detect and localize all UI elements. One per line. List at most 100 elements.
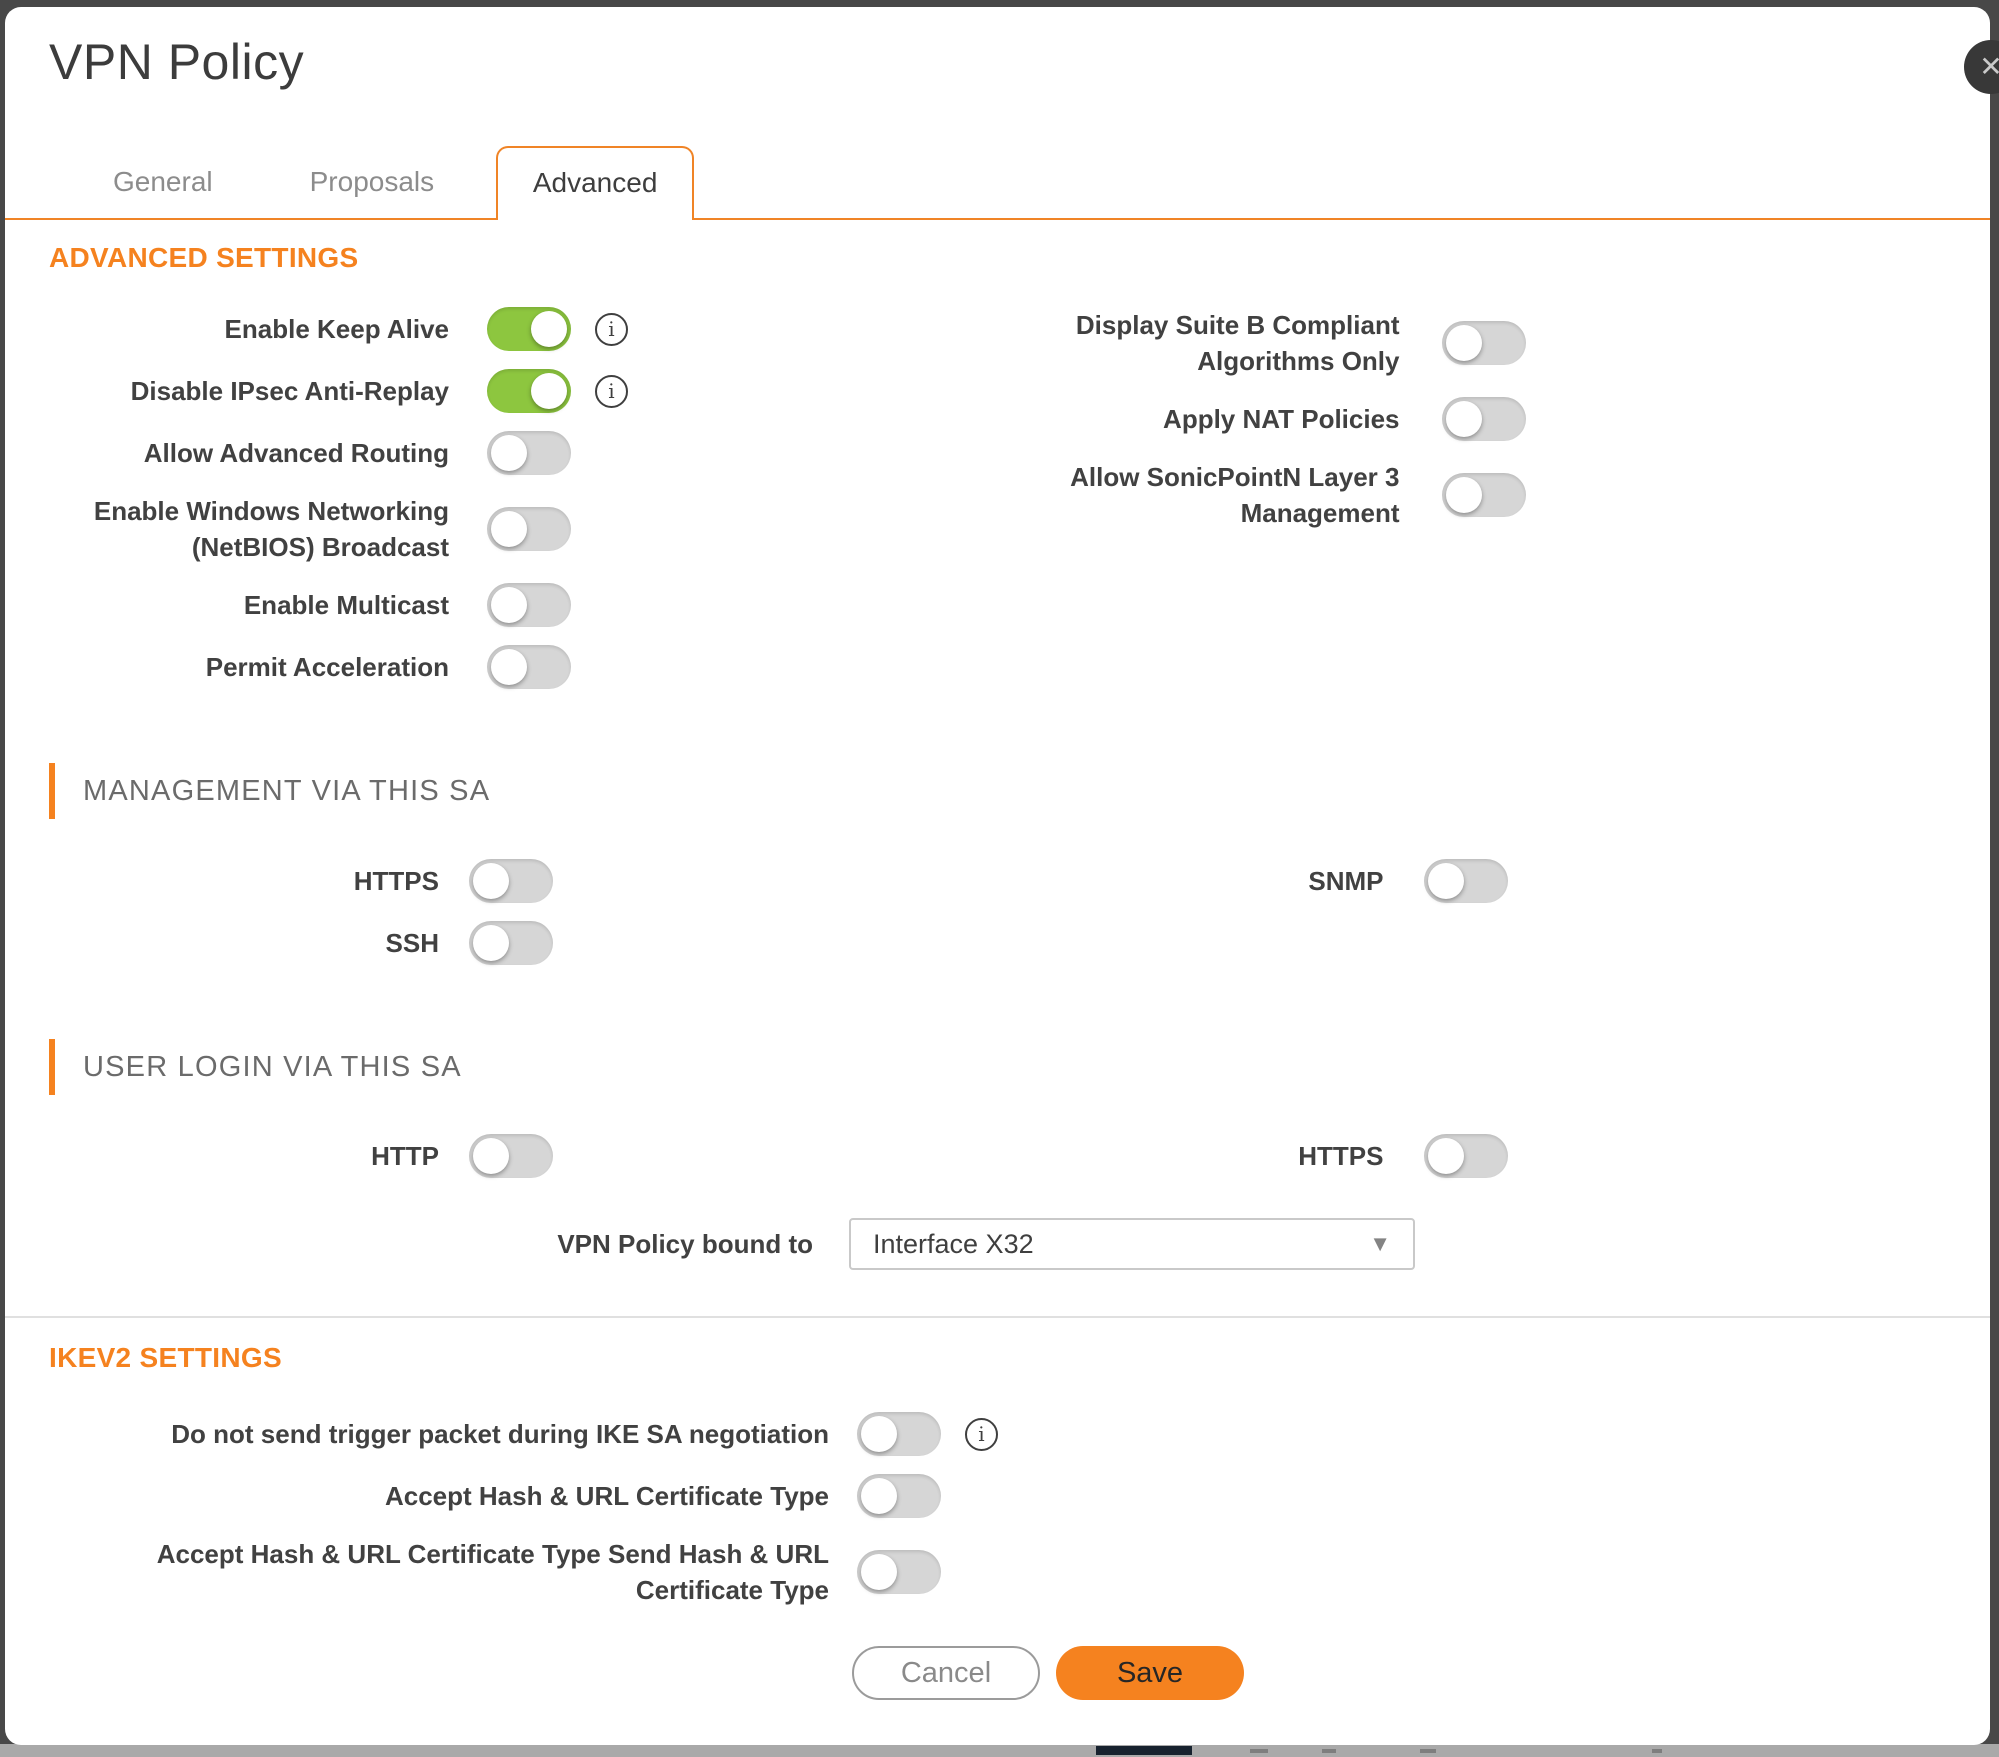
user-login-http-toggle[interactable] bbox=[469, 1134, 553, 1178]
info-icon[interactable]: i bbox=[595, 312, 628, 346]
setting-label: Do not send trigger packet during IKE SA… bbox=[171, 1419, 829, 1449]
vpn-policy-bound-select[interactable]: Interface X32 ▼ bbox=[849, 1218, 1415, 1270]
toggle-knob bbox=[491, 435, 527, 471]
accept-hash-url-cert-toggle[interactable] bbox=[857, 1474, 941, 1518]
section-title-advanced-settings: ADVANCED SETTINGS bbox=[49, 242, 359, 273]
setting-row: Enable Multicast bbox=[49, 583, 998, 627]
setting-row: Permit Acceleration bbox=[49, 645, 998, 689]
setting-row: Allow Advanced Routing bbox=[49, 431, 998, 475]
setting-row: Enable Windows Networking (NetBIOS) Broa… bbox=[49, 493, 998, 565]
management-right-column: SNMP bbox=[998, 859, 1947, 983]
setting-label: HTTP bbox=[371, 1141, 439, 1171]
setting-label: HTTPS bbox=[353, 866, 439, 896]
setting-row: Do not send trigger packet during IKE SA… bbox=[49, 1412, 1946, 1456]
tab-general[interactable]: General bbox=[113, 166, 213, 197]
underlying-page-dark-block bbox=[1096, 1746, 1192, 1755]
display-suite-b-toggle[interactable] bbox=[1441, 321, 1526, 365]
chevron-down-icon: ▼ bbox=[1369, 1231, 1391, 1256]
allow-advanced-routing-toggle[interactable] bbox=[487, 431, 571, 475]
underlying-page-mark bbox=[1250, 1749, 1268, 1753]
setting-row: Disable IPsec Anti-Replay i bbox=[49, 369, 998, 413]
management-snmp-toggle[interactable] bbox=[1423, 859, 1508, 903]
permit-acceleration-toggle[interactable] bbox=[487, 645, 571, 689]
toggle-knob bbox=[1427, 863, 1464, 899]
user-login-right-column: HTTPS bbox=[998, 1134, 1947, 1196]
dialog-header: VPN Policy bbox=[5, 7, 1990, 91]
info-glyph: i bbox=[978, 1422, 985, 1446]
tab-proposals[interactable]: Proposals bbox=[309, 166, 435, 197]
management-left-column: HTTPS SSH bbox=[49, 859, 998, 983]
setting-label: Enable Windows Networking (NetBIOS) Broa… bbox=[93, 496, 449, 562]
setting-label: Apply NAT Policies bbox=[1163, 404, 1400, 434]
accept-send-hash-url-cert-toggle[interactable] bbox=[857, 1550, 941, 1594]
toggle-knob bbox=[861, 1416, 897, 1452]
user-login-left-column: HTTP bbox=[49, 1134, 998, 1196]
toggle-knob bbox=[531, 311, 567, 347]
setting-row: Apply NAT Policies bbox=[998, 397, 1947, 441]
section-divider bbox=[5, 1316, 1990, 1318]
setting-label: Enable Multicast bbox=[243, 590, 449, 620]
tab-bar: General Proposals Advanced bbox=[5, 146, 1990, 220]
setting-label: Enable Keep Alive bbox=[224, 314, 449, 344]
setting-row: HTTPS bbox=[998, 1134, 1947, 1178]
allow-sonicpointn-layer3-toggle[interactable] bbox=[1441, 473, 1526, 517]
user-login-https-toggle[interactable] bbox=[1423, 1134, 1508, 1178]
toggle-knob bbox=[861, 1554, 897, 1590]
management-grid: HTTPS SSH SNMP bbox=[49, 859, 1946, 983]
cancel-button[interactable]: Cancel bbox=[852, 1646, 1040, 1700]
setting-label: Accept Hash & URL Certificate Type Send … bbox=[156, 1539, 829, 1605]
user-login-grid: HTTP HTTPS bbox=[49, 1134, 1946, 1196]
setting-label: SNMP bbox=[1308, 866, 1384, 896]
setting-row: Allow SonicPointN Layer 3 Management bbox=[998, 459, 1947, 531]
toggle-knob bbox=[1445, 477, 1482, 513]
management-ssh-toggle[interactable] bbox=[469, 921, 553, 965]
no-trigger-packet-toggle[interactable] bbox=[857, 1412, 941, 1456]
enable-keep-alive-toggle[interactable] bbox=[487, 307, 571, 351]
close-icon: ✕ bbox=[1979, 51, 1999, 82]
enable-multicast-toggle[interactable] bbox=[487, 583, 571, 627]
underlying-page-mark bbox=[1652, 1749, 1662, 1753]
setting-row: Accept Hash & URL Certificate Type bbox=[49, 1474, 1946, 1518]
enable-netbios-broadcast-toggle[interactable] bbox=[487, 507, 571, 551]
vpn-policy-bound-row: VPN Policy bound to Interface X32 ▼ bbox=[49, 1218, 1946, 1270]
info-icon[interactable]: i bbox=[965, 1417, 998, 1451]
vpn-policy-bound-value: Interface X32 bbox=[873, 1228, 1034, 1259]
save-button[interactable]: Save bbox=[1056, 1646, 1244, 1700]
advanced-left-column: Enable Keep Alive i Disable IPsec Anti-R… bbox=[49, 307, 998, 707]
underlying-page-mark bbox=[1322, 1749, 1336, 1753]
info-icon[interactable]: i bbox=[595, 374, 628, 408]
toggle-knob bbox=[473, 1138, 509, 1174]
toggle-knob bbox=[1427, 1138, 1464, 1174]
toggle-knob bbox=[473, 863, 509, 899]
toggle-knob bbox=[473, 925, 509, 961]
apply-nat-policies-toggle[interactable] bbox=[1441, 397, 1526, 441]
vpn-policy-bound-label: VPN Policy bound to bbox=[557, 1229, 813, 1259]
setting-row: Enable Keep Alive i bbox=[49, 307, 998, 351]
setting-label: Allow SonicPointN Layer 3 Management bbox=[1070, 462, 1400, 528]
toggle-knob bbox=[531, 373, 567, 409]
setting-row: HTTP bbox=[49, 1134, 998, 1178]
toggle-knob bbox=[491, 649, 527, 685]
section-title-user-login-via-sa: USER LOGIN VIA THIS SA bbox=[49, 1039, 1946, 1095]
setting-label: SSH bbox=[385, 928, 439, 958]
setting-row: Accept Hash & URL Certificate Type Send … bbox=[49, 1536, 1946, 1608]
setting-label: Permit Acceleration bbox=[205, 652, 449, 682]
disable-ipsec-anti-replay-toggle[interactable] bbox=[487, 369, 571, 413]
advanced-right-column: Display Suite B Compliant Algorithms Onl… bbox=[998, 307, 1947, 707]
setting-row: Display Suite B Compliant Algorithms Onl… bbox=[998, 307, 1947, 379]
setting-label: Accept Hash & URL Certificate Type bbox=[384, 1481, 829, 1511]
underlying-page-strip bbox=[0, 1744, 1999, 1757]
page-title: VPN Policy bbox=[49, 34, 305, 90]
info-glyph: i bbox=[608, 317, 615, 341]
toggle-knob bbox=[861, 1478, 897, 1514]
dialog-footer: Cancel Save bbox=[852, 1646, 1946, 1700]
toggle-knob bbox=[1445, 401, 1482, 437]
setting-label: HTTPS bbox=[1298, 1141, 1384, 1171]
toggle-knob bbox=[491, 511, 527, 547]
setting-row: SNMP bbox=[998, 859, 1947, 903]
ikev2-settings-rows: Do not send trigger packet during IKE SA… bbox=[49, 1412, 1946, 1608]
toggle-knob bbox=[1445, 325, 1482, 361]
section-title-management-via-sa: MANAGEMENT VIA THIS SA bbox=[49, 763, 1946, 819]
tab-advanced[interactable]: Advanced bbox=[496, 146, 695, 220]
management-https-toggle[interactable] bbox=[469, 859, 553, 903]
